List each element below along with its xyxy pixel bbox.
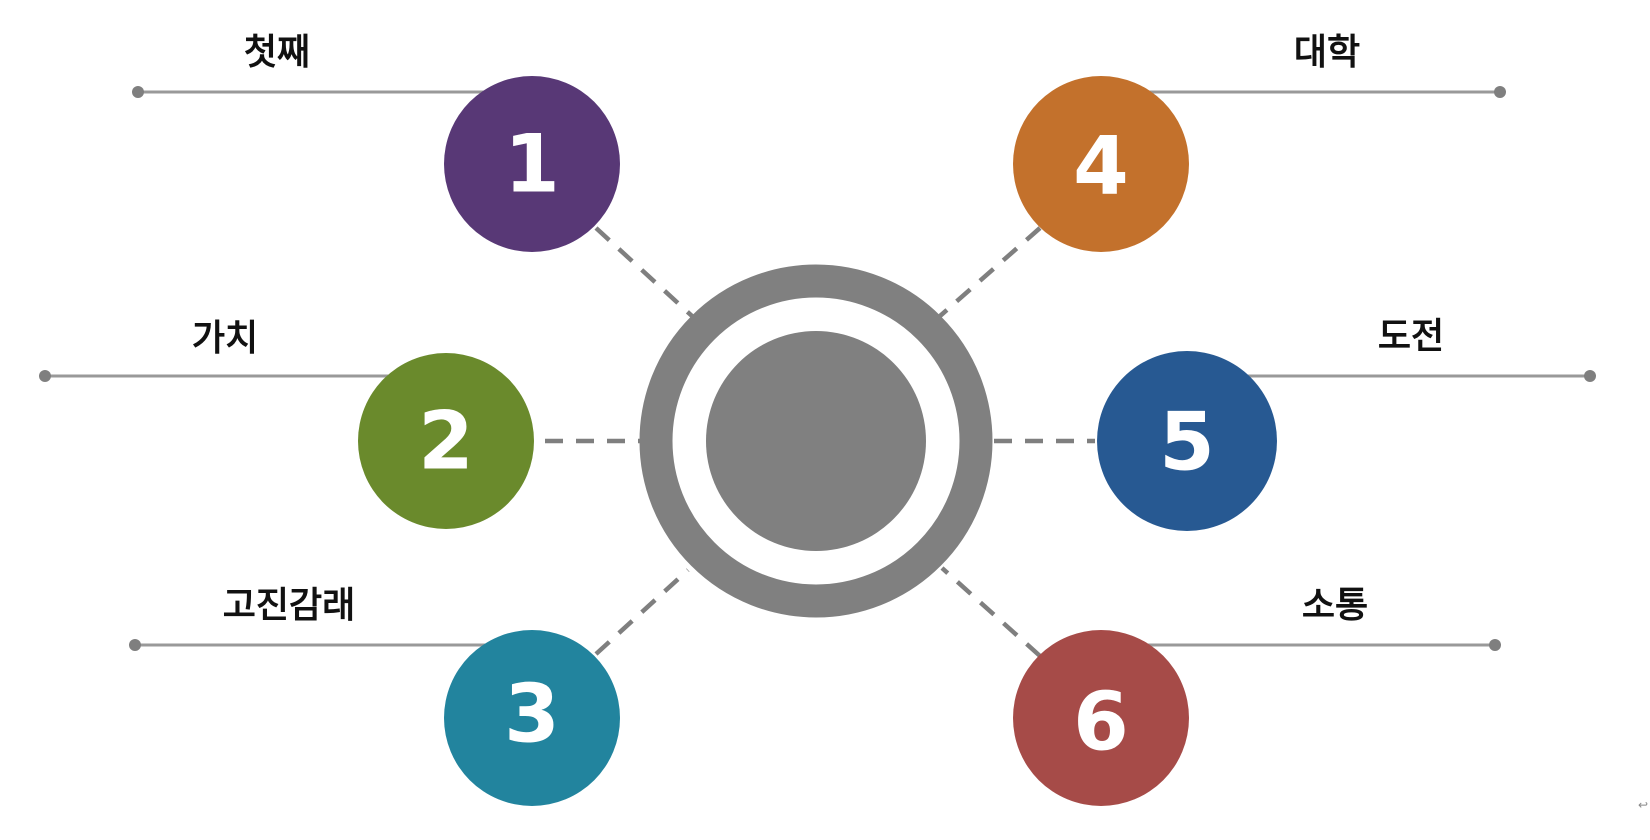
leader-6 (1142, 639, 1501, 651)
leader-5 (1225, 370, 1596, 382)
node-2-number: 2 (418, 395, 474, 488)
connector-1 (594, 226, 694, 318)
label-3: 고진감래 (223, 585, 355, 626)
node-6: 6 (1013, 630, 1189, 806)
connectors (545, 226, 1095, 658)
node-5-number: 5 (1159, 396, 1215, 489)
node-6-circle (1013, 630, 1189, 806)
label-2: 가치 (192, 318, 258, 359)
node-3-circle (444, 630, 620, 806)
corner-mark: ↩ (1637, 798, 1648, 812)
node-5-circle (1097, 351, 1277, 531)
connector-4 (938, 226, 1042, 318)
node-2-circle (358, 353, 534, 529)
node-6-number: 6 (1073, 676, 1129, 769)
central-hub (639, 264, 993, 618)
leader-2 (39, 370, 408, 382)
node-1-number: 1 (504, 118, 560, 211)
hub-core (706, 331, 926, 551)
label-5: 도전 (1378, 316, 1444, 357)
node-1: 1 (444, 76, 620, 252)
node-2: 2 (358, 353, 534, 529)
node-3: 3 (444, 630, 620, 806)
node-4-number: 4 (1073, 120, 1129, 213)
leader-1 (132, 86, 492, 98)
connector-3 (594, 568, 690, 656)
node-4: 4 (1013, 76, 1189, 252)
label-1: 첫째 (244, 32, 310, 73)
node-1-circle (444, 76, 620, 252)
leader-4 (1140, 86, 1506, 98)
connector-6 (940, 566, 1042, 658)
node-4-circle (1013, 76, 1189, 252)
node-5: 5 (1097, 351, 1277, 531)
label-6: 소통 (1302, 585, 1368, 626)
label-4: 대학 (1294, 32, 1360, 73)
leader-lines (39, 86, 1596, 651)
node-3-number: 3 (504, 668, 560, 761)
hub-outer-ring (639, 264, 993, 618)
leader-3 (129, 639, 496, 651)
